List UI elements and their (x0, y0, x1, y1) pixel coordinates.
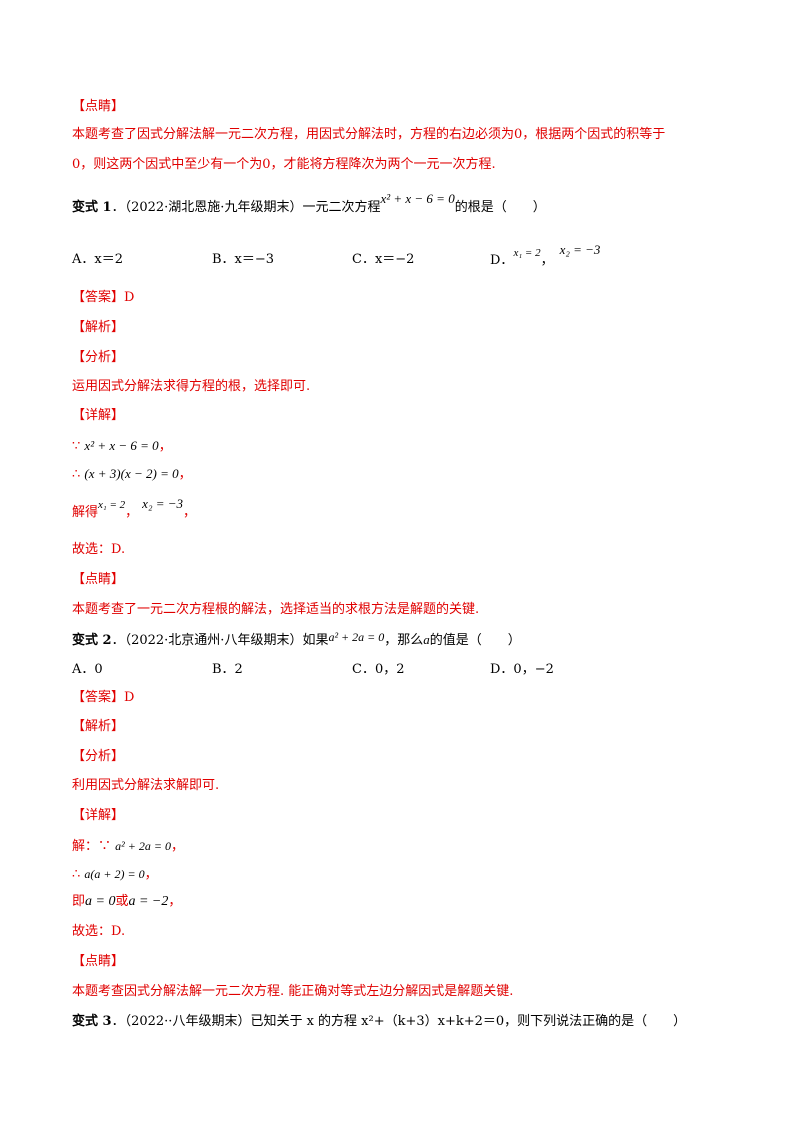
variant-1-step-3-x2: x₂ = −3 (142, 496, 184, 511)
variant-1-answer: 【答案】D (72, 290, 135, 305)
variant-1-option-d: D．x₁ = 2， x₂ = −3 (490, 242, 600, 271)
variant-2-dianjing-text: 本题考查因式分解法解一元二次方程. 能正确对等式左边分解因式是解题关键. (72, 984, 514, 999)
variant-2-dot: ． (111, 633, 125, 648)
variant-1-option-d-x2: x₂ = −3 (559, 242, 601, 257)
variant-2-step-1: 解：∵ a² + 2a = 0， (72, 836, 184, 857)
variant-1-dianjing: 【点睛】 (72, 572, 125, 587)
variant-2-step-1-pre: 解： (72, 839, 99, 854)
variant-2-var: a (423, 632, 430, 647)
variant-1-question: 变式 1．（2022·湖北恩施·九年级期末）一元二次方程x² + x − 6 =… (72, 191, 546, 218)
variant-2-step-3-pre: 即 (72, 894, 86, 909)
variant-2-fenxi-text: 利用因式分解法求解即可. (72, 778, 220, 793)
variant-3-question: 变式 3．（2022··八年级期末）已知关于 x 的方程 x²+（k+3）x+k… (72, 1012, 686, 1032)
variant-1-option-d-label: D． (490, 253, 514, 268)
variant-1-source: （2022·湖北恩施·九年级期末）一元二次方程 (124, 200, 381, 215)
because-symbol: ∵ (98, 839, 112, 854)
therefore-symbol: ∴ (72, 467, 81, 482)
variant-1-step-3-pre: 解得 (72, 505, 99, 520)
variant-1-options: A．x＝2 B．x＝−3 C．x＝−2 D．x₁ = 2， x₂ = −3 (72, 242, 732, 271)
comma: ， (125, 505, 139, 520)
therefore-symbol: ∴ (72, 867, 81, 882)
variant-2-question: 变式 2．（2022·北京通州·八年级期末）如果a² + 2a = 0，那么a的… (72, 630, 521, 651)
variant-3-label: 变式 3 (72, 1014, 112, 1029)
variant-2-jiexi: 【解析】 (72, 719, 125, 734)
variant-2-answer: 【答案】D (72, 690, 135, 705)
variant-2-option-c: C．0，2 (352, 662, 405, 677)
variant-2-label: 变式 2 (72, 633, 112, 648)
variant-2-fenxi: 【分析】 (72, 749, 125, 764)
dianjing-text-line-1: 本题考查了因式分解法解一元二次方程，用因式分解法时，方程的右边必须为0，根据两个… (72, 127, 666, 142)
variant-1-fenxi: 【分析】 (72, 350, 125, 365)
variant-3-text: （2022··八年级期末）已知关于 x 的方程 x²+（k+3）x+k+2＝0，… (124, 1014, 687, 1029)
variant-1-option-d-x1: x₁ = 2 (513, 247, 541, 259)
variant-1-step-1-eq: x² + x − 6 = 0 (84, 438, 159, 453)
variant-1-dianjing-text: 本题考查了一元二次方程根的解法，选择适当的求根方法是解题的关键. (72, 602, 480, 617)
variant-1-option-b: B．x＝−3 (212, 252, 275, 267)
comma: ， (168, 894, 182, 909)
variant-2-step-1-eq: a² + 2a = 0 (115, 839, 171, 853)
dianjing-text-line-2: 0，则这两个因式中至少有一个为0，才能将方程降次为两个一元一次方程. (72, 157, 496, 172)
variant-2-step-3: 即a = 0或a = −2， (72, 892, 181, 912)
variant-1-option-d-sep: ， (540, 253, 554, 268)
dianjing-heading: 【点睛】 (72, 99, 125, 114)
comma: ， (158, 439, 172, 454)
comma: ， (178, 467, 192, 482)
variant-1-option-c: C．x＝−2 (352, 252, 415, 267)
variant-1-fenxi-text: 运用因式分解法求得方程的根，选择即可. (72, 379, 311, 394)
variant-1-step-3: 解得x₁ = 2，x₂ = −3， (72, 496, 197, 523)
comma: ， (170, 839, 184, 854)
variant-1-label: 变式 1 (72, 200, 112, 215)
variant-2-tail: 的值是（ ） (429, 633, 521, 648)
variant-1-step-2-eq: (x + 3)(x − 2) = 0 (84, 466, 179, 481)
because-symbol: ∵ (72, 439, 81, 454)
variant-2-step-2: ∴ a(a + 2) = 0， (72, 864, 158, 885)
variant-2-guxuan: 故选：D. (72, 924, 126, 939)
variant-2-step-3-a: a = 0 (85, 894, 116, 909)
variant-2-option-d: D．0，−2 (490, 662, 554, 677)
variant-1-guxuan: 故选：D. (72, 542, 126, 557)
variant-1-step-1: ∵ x² + x − 6 = 0， (72, 436, 172, 457)
variant-2-source: （2022·北京通州·八年级期末）如果 (124, 633, 329, 648)
comma: ， (183, 505, 197, 520)
variant-2-step-3-or: 或 (115, 894, 129, 909)
comma: ， (144, 867, 158, 882)
variant-2-option-b: B．2 (212, 662, 243, 677)
variant-2-xiangjie: 【详解】 (72, 808, 125, 823)
variant-2-step-2-eq: a(a + 2) = 0 (84, 867, 145, 881)
variant-3-dot: ． (111, 1014, 125, 1029)
variant-1-xiangjie: 【详解】 (72, 408, 125, 423)
variant-1-dot: ． (111, 200, 125, 215)
variant-2-equation: a² + 2a = 0 (328, 630, 385, 644)
variant-2-options: A．0 B．2 C．0，2 D．0，−2 (72, 660, 732, 680)
variant-1-step-2: ∴ (x + 3)(x − 2) = 0， (72, 464, 192, 485)
variant-1-option-a: A．x＝2 (72, 252, 123, 267)
variant-1-step-3-x1: x₁ = 2 (98, 499, 126, 511)
variant-1-jiexi: 【解析】 (72, 320, 125, 335)
variant-2-option-a: A．0 (72, 662, 103, 677)
variant-2-step-3-b: a = −2 (128, 894, 169, 909)
variant-2-mid: ，那么 (384, 633, 424, 648)
variant-1-equation: x² + x − 6 = 0 (380, 191, 455, 206)
variant-2-dianjing: 【点睛】 (72, 954, 125, 969)
variant-1-tail: 的根是（ ） (454, 200, 546, 215)
